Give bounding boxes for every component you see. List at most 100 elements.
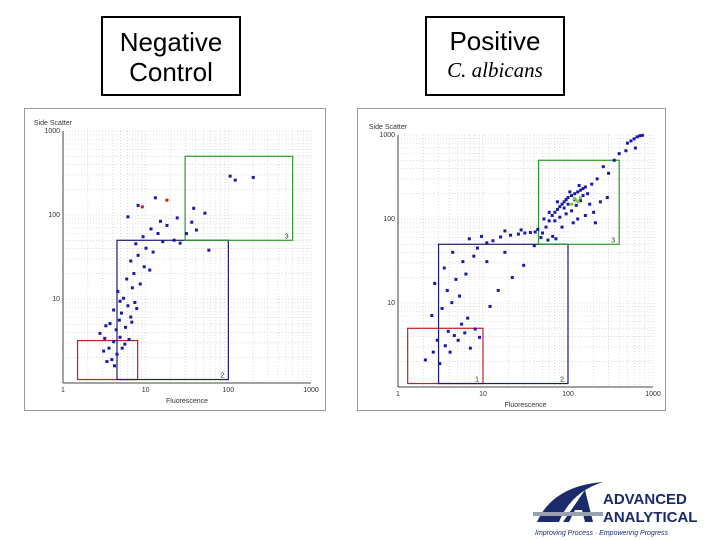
data-point <box>461 260 465 264</box>
logo-svg: ADVANCED ANALYTICAL Improving Process · … <box>533 482 697 537</box>
logo-tagline: Improving Process · Empowering Progress <box>535 530 669 537</box>
data-point <box>581 187 585 191</box>
gate-label: 1 <box>475 377 479 384</box>
data-point <box>485 241 489 245</box>
y-tick-label: 100 <box>48 212 60 219</box>
negative-scatter-svg: 1 10 100 1000 10 100 1000 Fluorescence Side Scat… <box>34 120 319 405</box>
data-point <box>566 202 570 206</box>
data-point <box>119 311 123 315</box>
data-point <box>568 190 572 194</box>
data-point <box>555 200 559 204</box>
x-tick-label: 1 <box>61 387 65 394</box>
data-point <box>633 146 637 150</box>
data-point <box>542 217 546 221</box>
data-point <box>540 231 544 235</box>
data-point <box>466 316 470 320</box>
negative-title-line2: Control <box>129 57 213 87</box>
x-tick-label: 1000 <box>645 391 661 398</box>
data-point <box>463 331 467 335</box>
x-tick-label: 10 <box>479 391 487 398</box>
hot-data-point <box>570 202 574 206</box>
data-point <box>605 196 609 200</box>
data-point <box>172 238 176 242</box>
data-point <box>510 276 514 280</box>
data-point <box>503 250 507 254</box>
y-tick-label: 10 <box>387 300 395 307</box>
positive-label: Positive C. albicans <box>425 16 565 96</box>
data-point <box>592 210 596 214</box>
data-point <box>443 344 447 348</box>
data-point <box>114 328 118 332</box>
data-point <box>624 149 628 153</box>
data-point <box>583 185 587 189</box>
data-point <box>431 350 435 354</box>
data-point <box>473 327 477 331</box>
data-point <box>467 237 471 241</box>
data-point <box>445 288 449 292</box>
data-point <box>574 203 578 207</box>
data-point <box>533 230 537 234</box>
y-tick-label: 100 <box>383 216 395 223</box>
data-point <box>555 207 559 211</box>
gate-green <box>184 155 294 241</box>
data-point <box>576 190 580 194</box>
data-point <box>496 288 500 292</box>
data-point <box>144 246 148 250</box>
positive-title-line2: C. albicans <box>447 58 543 82</box>
data-point <box>478 335 482 339</box>
negative-scatter-plot: 1 10 100 1000 10 100 1000 Fluorescence Side Scat… <box>24 108 326 411</box>
data-point <box>578 188 582 192</box>
data-point <box>632 137 636 141</box>
data-point <box>468 346 472 350</box>
data-point <box>590 182 594 186</box>
data-point <box>576 217 580 221</box>
data-point <box>130 286 134 290</box>
hot-data-point <box>140 205 144 209</box>
data-point <box>452 334 456 338</box>
data-point <box>132 272 136 276</box>
data-point <box>570 194 574 198</box>
data-point <box>135 307 139 311</box>
logo-underline <box>533 512 603 516</box>
data-point <box>553 219 557 223</box>
data-point <box>115 352 119 356</box>
data-point <box>509 233 513 237</box>
data-point <box>485 260 489 264</box>
data-point <box>118 335 122 339</box>
data-point <box>228 174 232 178</box>
data-point <box>558 205 562 209</box>
data-point <box>532 244 536 248</box>
data-point <box>98 331 102 335</box>
data-point <box>536 227 540 231</box>
data-point <box>113 364 117 368</box>
positive-scatter-plot: 1 10 100 1000 10 100 1000 Fluorescence Side Scat… <box>357 108 666 411</box>
data-point <box>134 242 138 246</box>
data-point <box>479 234 483 238</box>
negative-control-label: Negative Control <box>101 16 241 96</box>
data-point <box>448 350 452 354</box>
data-point <box>125 277 129 281</box>
data-point <box>108 322 112 326</box>
gate-label: 2 <box>220 373 224 380</box>
x-axis-label: Fluorescence <box>504 402 546 409</box>
data-point <box>544 225 548 229</box>
x-tick-label: 1000 <box>303 387 319 394</box>
data-point <box>577 184 581 188</box>
hot-data-point <box>576 200 580 204</box>
data-point <box>138 282 142 286</box>
data-point <box>178 241 182 245</box>
data-point <box>423 358 427 362</box>
data-point <box>635 135 639 139</box>
data-point <box>435 338 439 342</box>
data-point <box>573 192 577 196</box>
data-point <box>551 234 555 238</box>
data-point <box>207 248 211 252</box>
hot-data-point <box>578 196 582 200</box>
data-point <box>440 307 444 311</box>
data-point <box>475 246 479 250</box>
data-point <box>102 349 106 353</box>
data-point <box>546 238 550 242</box>
data-point <box>583 213 587 217</box>
data-point <box>560 202 564 206</box>
data-point <box>598 200 602 204</box>
